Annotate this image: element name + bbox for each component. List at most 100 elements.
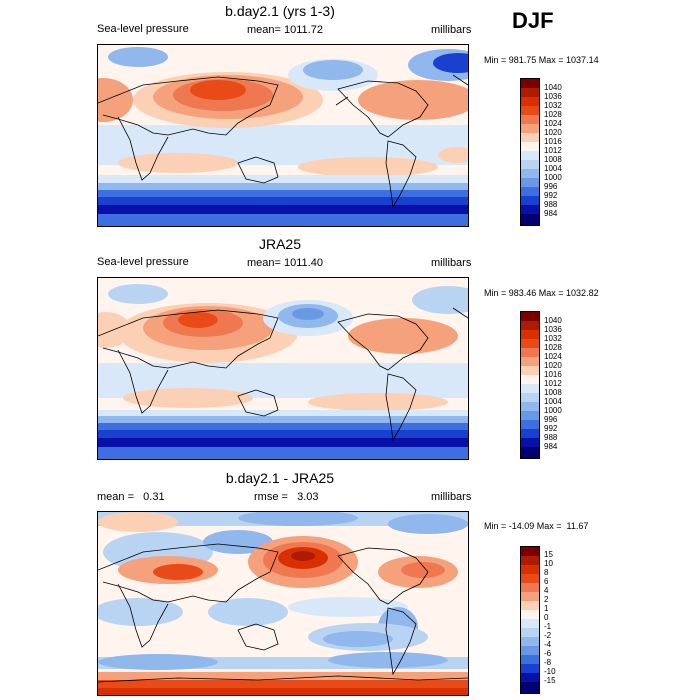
panel-3-colorbar-swatch: [521, 628, 539, 638]
panel-3-colorbar-tick: 15: [544, 550, 553, 559]
panel-3-minmax-label: Min = -14.09 Max = 11.67: [484, 521, 589, 531]
panel-1-colorbar-swatch: [521, 214, 539, 225]
panel-1-map: [97, 44, 469, 227]
panel-3-mean-label: mean = 0.31: [97, 491, 165, 503]
panel-3-colorbar-swatch: [521, 619, 539, 629]
panel-2-colorbar-swatch: [521, 420, 539, 430]
panel-2-colorbar-swatch: [521, 375, 539, 385]
panel-3-colorbar-swatch: [521, 565, 539, 575]
panel-2-colorbar-tick: 1004: [544, 397, 562, 406]
panel-1-colorbar-tick: 1040: [544, 83, 562, 92]
panel-1-mean-label: mean= 1011.72: [247, 24, 323, 36]
panel-3-colorbar-tick: -15: [544, 676, 556, 685]
panel-1-colorbar-tick: 984: [544, 209, 558, 218]
panel-2-title: JRA25: [258, 236, 302, 252]
panel-2-colorbar-tick: 1020: [544, 361, 562, 370]
panel-2-colorbar-tick: 1016: [544, 370, 562, 379]
panel-2-colorbar: [520, 311, 540, 459]
panel-2-colorbar-tick: 1028: [544, 343, 562, 352]
panel-1-colorbar-tick: 1008: [544, 155, 562, 164]
panel-2-colorbar-swatch: [521, 447, 539, 458]
panel-3-colorbar-swatch: [521, 682, 539, 693]
panel-3-colorbar-swatch: [521, 547, 539, 557]
panel-1-title: b.day2.1 (yrs 1-3): [225, 3, 335, 19]
season-label: DJF: [512, 8, 554, 33]
panel-1-colorbar-swatch: [521, 160, 539, 170]
panel-2-colorbar-tick: 1036: [544, 325, 562, 334]
panel-2-colorbar-swatch: [521, 339, 539, 349]
panel-1-colorbar-tick: 1020: [544, 128, 562, 137]
panel-3-colorbar: [520, 546, 540, 694]
panel-2-colorbar-tick: 1012: [544, 379, 562, 388]
panel-3-map: [97, 511, 469, 696]
panel-2-colorbar-swatch: [521, 402, 539, 412]
panel-2-colorbar-swatch: [521, 312, 539, 322]
panel-2-units-label: millibars: [431, 257, 472, 269]
panel-3-colorbar-tick: -2: [544, 631, 552, 640]
panel-1-colorbar-swatch: [521, 115, 539, 125]
panel-2-colorbar-tick: 996: [544, 415, 558, 424]
panel-1-colorbar-swatch: [521, 196, 539, 206]
panel-3-title: b.day2.1 - JRA25: [225, 470, 335, 486]
panel-1-colorbar-swatch: [521, 124, 539, 134]
panel-3-colorbar-tick: 8: [544, 568, 549, 577]
panel-2-colorbar-tick: 988: [544, 433, 558, 442]
panel-3-map-svg: [98, 512, 468, 695]
panel-2-colorbar-swatch: [521, 321, 539, 331]
panel-3-colorbar-tick: 6: [544, 577, 549, 586]
panel-1-minmax-label: Min = 981.75 Max = 1037.14: [484, 55, 599, 65]
panel-1-colorbar-swatch: [521, 79, 539, 89]
panel-1-colorbar-tick: 1032: [544, 101, 562, 110]
panel-3-colorbar-tick: 0: [544, 613, 549, 622]
panel-1-colorbar-tick: 1012: [544, 146, 562, 155]
panel-3-colorbar-tick: 1: [544, 604, 549, 613]
panel-2-colorbar-tick: 1032: [544, 334, 562, 343]
panel-1-colorbar-tick: 992: [544, 191, 558, 200]
panel-2-colorbar-swatch: [521, 348, 539, 358]
panel-3-colorbar-swatch: [521, 583, 539, 593]
panel-1-colorbar-tick: 1028: [544, 110, 562, 119]
panel-3-colorbar-swatch: [521, 610, 539, 620]
panel-2-colorbar-tick: 1040: [544, 316, 562, 325]
panel-1-variable-label: Sea-level pressure: [97, 23, 189, 35]
panel-1-colorbar-swatch: [521, 205, 539, 215]
panel-2-colorbar-tick: 1000: [544, 406, 562, 415]
panel-2-colorbar-swatch: [521, 384, 539, 394]
panel-3-colorbar-swatch: [521, 646, 539, 656]
panel-2-colorbar-tick: 992: [544, 424, 558, 433]
panel-3-colorbar-tick: -1: [544, 622, 552, 631]
panel-1-colorbar-tick: 1036: [544, 92, 562, 101]
panel-3-colorbar-swatch: [521, 637, 539, 647]
panel-3-colorbar-swatch: [521, 601, 539, 611]
panel-3-rmse-label: rmse = 3.03: [254, 491, 319, 503]
panel-3-colorbar-swatch: [521, 655, 539, 665]
panel-3-units-label: millibars: [431, 491, 472, 503]
panel-1-colorbar-swatch: [521, 88, 539, 98]
panel-3-colorbar-tick: -10: [544, 667, 556, 676]
panel-1-colorbar-swatch: [521, 169, 539, 179]
panel-1-colorbar-swatch: [521, 151, 539, 161]
panel-2-variable-label: Sea-level pressure: [97, 256, 189, 268]
panel-1-colorbar-tick: 988: [544, 200, 558, 209]
panel-1-colorbar-swatch: [521, 178, 539, 188]
panel-2-mean-label: mean= 1011.40: [247, 257, 323, 269]
panel-2-colorbar-swatch: [521, 438, 539, 448]
panel-2-colorbar-swatch: [521, 366, 539, 376]
panel-1-colorbar-swatch: [521, 187, 539, 197]
panel-1-colorbar-tick: 996: [544, 182, 558, 191]
panel-2-map-svg: [98, 278, 468, 459]
panel-3-colorbar-swatch: [521, 592, 539, 602]
panel-2-map: [97, 277, 469, 460]
panel-1-colorbar-swatch: [521, 97, 539, 107]
panel-3-colorbar-tick: 4: [544, 586, 549, 595]
panel-1-colorbar-tick: 1004: [544, 164, 562, 173]
panel-2-colorbar-swatch: [521, 393, 539, 403]
panel-3-colorbar-swatch: [521, 664, 539, 674]
panel-2-colorbar-swatch: [521, 330, 539, 340]
panel-1-map-svg: [98, 45, 468, 226]
panel-1-colorbar-tick: 1016: [544, 137, 562, 146]
panel-3-colorbar-tick: -4: [544, 640, 552, 649]
panel-3-colorbar-tick: 10: [544, 559, 553, 568]
panel-2-minmax-label: Min = 983.46 Max = 1032.82: [484, 288, 599, 298]
panel-3-colorbar-tick: -6: [544, 649, 552, 658]
